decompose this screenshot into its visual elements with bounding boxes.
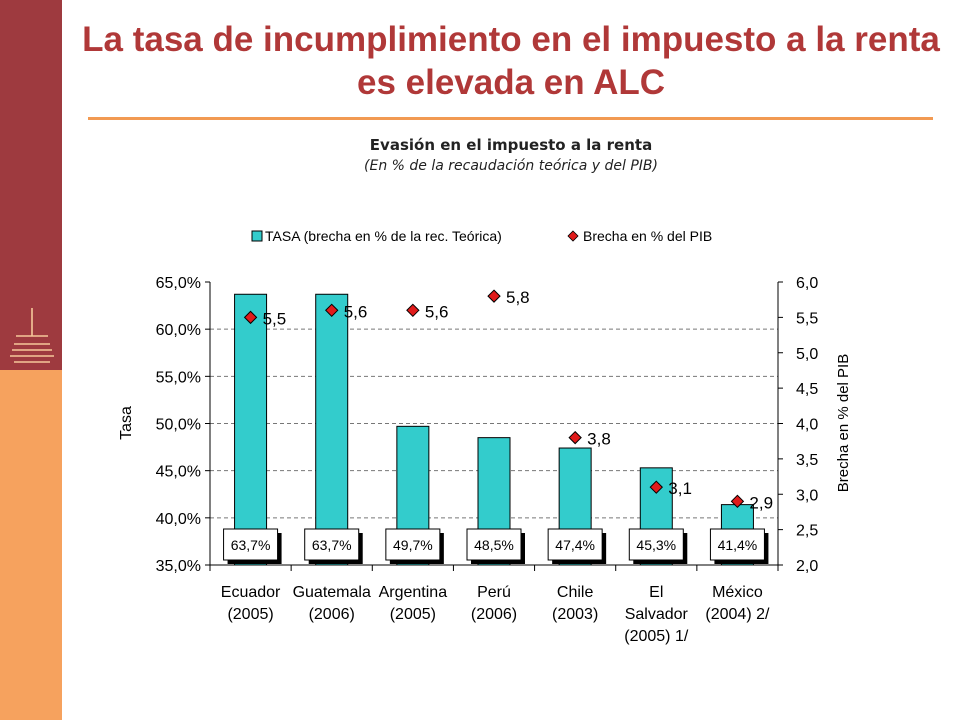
- x-tick-label: (2005): [390, 606, 436, 623]
- x-tick-label: Guatemala: [293, 584, 371, 601]
- y-tick-label: 65,0%: [156, 275, 201, 292]
- bar: [315, 293, 349, 566]
- x-tick-label: (2004) 2/: [705, 606, 770, 623]
- title-divider: [88, 117, 933, 120]
- chart-title: Evasión en el impuesto a la renta: [369, 136, 653, 154]
- data-label-box: [709, 528, 765, 561]
- y-axis-title: Tasa: [118, 406, 135, 440]
- marker-data-label: 2,9: [749, 493, 773, 512]
- sidebar-dark-panel: [0, 0, 62, 370]
- x-tick-label: Chile: [557, 584, 594, 601]
- data-label-box: [385, 528, 441, 561]
- marker-point: [730, 494, 745, 509]
- y-tick-label: 35,0%: [156, 558, 201, 575]
- y2-axis-title: Brecha en % del PIB: [835, 354, 852, 492]
- data-label-box: [628, 528, 684, 561]
- y2-tick-label: 4,5: [796, 381, 818, 398]
- slide-title: La tasa de incumplimiento en el impuesto…: [82, 20, 940, 102]
- bar-data-label: 45,3%: [636, 537, 676, 553]
- x-tick-label: Salvador: [625, 606, 689, 623]
- marker-data-label: 5,8: [506, 288, 530, 307]
- marker-point: [487, 289, 501, 303]
- data-label-box: [304, 528, 360, 561]
- y2-tick-label: 4,0: [796, 417, 818, 434]
- marker-data-label: 3,1: [668, 479, 692, 498]
- x-tick-label: México: [712, 584, 763, 601]
- y2-tick-label: 2,5: [796, 523, 818, 540]
- sidebar: [0, 0, 62, 720]
- bar: [234, 293, 268, 566]
- bar-data-label: 49,7%: [393, 537, 433, 553]
- x-tick-label: El: [649, 584, 663, 601]
- data-label-box: [223, 528, 279, 561]
- y2-tick-label: 3,0: [796, 487, 818, 504]
- y2-tick-label: 2,0: [796, 558, 818, 575]
- bar-data-label: 47,4%: [555, 537, 595, 553]
- y-tick-label: 40,0%: [156, 511, 201, 528]
- marker-data-label: 5,6: [425, 302, 449, 321]
- x-tick-label: Perú: [477, 584, 511, 601]
- y2-tick-label: 3,5: [796, 452, 818, 469]
- marker-data-label: 5,5: [263, 309, 287, 328]
- x-tick-label: (2005) 1/: [624, 628, 689, 645]
- data-label-box: [466, 528, 522, 561]
- marker-point: [406, 303, 420, 318]
- marker-data-label: 5,6: [344, 302, 368, 321]
- bar-data-label: 63,7%: [312, 537, 352, 553]
- legend-marker-label: Brecha en % del PIB: [583, 228, 712, 244]
- chart-subtitle: (En % de la recaudación teórica y del PI…: [364, 158, 658, 174]
- x-tick-label: (2006): [309, 606, 355, 623]
- marker-point: [568, 430, 582, 445]
- x-tick-label: (2006): [471, 606, 517, 623]
- x-tick-label: Ecuador: [221, 584, 281, 601]
- legend-marker-swatch: [567, 230, 579, 242]
- y-tick-label: 50,0%: [156, 417, 201, 434]
- y-tick-label: 45,0%: [156, 464, 201, 481]
- x-tick-label: (2005): [227, 606, 273, 623]
- bar-data-label: 48,5%: [474, 537, 514, 553]
- marker-data-label: 3,8: [587, 430, 611, 449]
- y-tick-label: 60,0%: [156, 322, 201, 339]
- sidebar-light-panel: [0, 370, 62, 720]
- y-tick-label: 55,0%: [156, 369, 201, 386]
- legend-bar-label: TASA (brecha en % de la rec. Teórica): [265, 228, 502, 244]
- x-tick-label: Argentina: [379, 584, 448, 601]
- bar-data-label: 41,4%: [718, 537, 758, 553]
- x-tick-label: (2003): [552, 606, 598, 623]
- data-label-box: [547, 528, 603, 561]
- marker-point: [243, 310, 258, 325]
- y2-tick-label: 5,5: [796, 310, 818, 327]
- legend-bar-swatch: [251, 230, 263, 242]
- y2-tick-label: 6,0: [796, 275, 818, 292]
- marker-point: [325, 303, 339, 318]
- y2-tick-label: 5,0: [796, 346, 818, 363]
- marker-point: [649, 480, 663, 494]
- column-logo-icon: [10, 308, 54, 363]
- bar-data-label: 63,7%: [231, 537, 271, 553]
